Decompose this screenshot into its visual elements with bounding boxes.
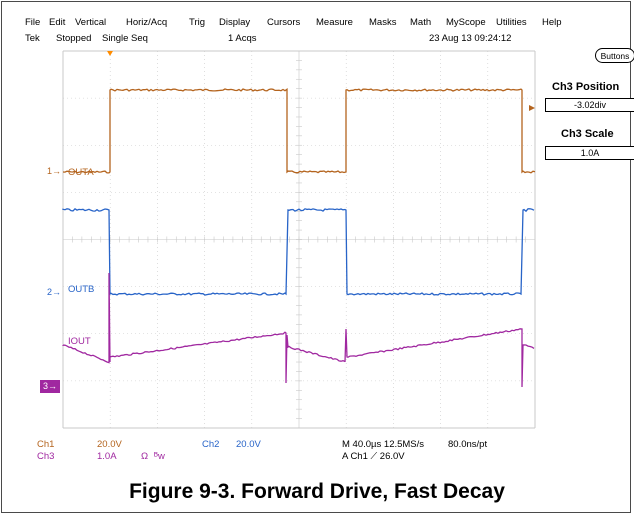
brand-label: Tek: [25, 33, 40, 44]
timebase-readout[interactable]: M 40.0µs 12.5MS/s: [342, 439, 425, 450]
figure-caption: Figure 9-3. Forward Drive, Fast Decay: [129, 480, 505, 503]
outb-waveform: [62, 207, 535, 296]
ch3-scale-field[interactable]: 1.0A: [545, 146, 634, 160]
timestamp: 23 Aug 13 09:24:12: [429, 33, 512, 44]
ch2-readout-name[interactable]: Ch2: [202, 439, 220, 450]
iout-label: IOUT: [68, 336, 91, 347]
outa-waveform: [62, 88, 536, 174]
ch3-readout-name[interactable]: Ch3: [37, 451, 55, 462]
menu-trig[interactable]: Trig: [189, 17, 206, 28]
menu-edit[interactable]: Edit: [49, 17, 66, 28]
menu-file[interactable]: File: [25, 17, 41, 28]
waveform-svg: [62, 50, 536, 429]
menu-cursors[interactable]: Cursors: [267, 17, 301, 28]
ch1-offscreen-arrow: [529, 105, 535, 111]
menu-math[interactable]: Math: [410, 17, 432, 28]
acq-mode: Single Seq: [102, 33, 148, 44]
ch3-position-title: Ch3 Position: [552, 81, 620, 93]
menu-myscope[interactable]: MyScope: [446, 17, 486, 28]
ch1-readout-name[interactable]: Ch1: [37, 439, 55, 450]
ch1-ground-marker[interactable]: 1→: [47, 166, 62, 176]
resolution-readout: 80.0ns/pt: [448, 439, 488, 450]
menu-help[interactable]: Help: [542, 17, 562, 28]
ch1-readout-scale[interactable]: 20.0V: [97, 439, 122, 450]
right-control-panel: Buttons Ch3 Position -3.02div Ch3 Scale …: [541, 48, 634, 198]
trigger-position-marker: [107, 51, 113, 56]
ch2-marker-number: 2: [47, 287, 53, 297]
waveform-plot[interactable]: OUTA OUTB IOUT: [62, 50, 536, 429]
outb-label: OUTB: [68, 284, 95, 295]
ch3-position-field[interactable]: -3.02div: [545, 98, 634, 112]
ch3-readout-scale[interactable]: 1.0A: [97, 451, 117, 462]
ch2-ground-marker[interactable]: 2→: [47, 287, 62, 297]
menu-measure[interactable]: Measure: [316, 17, 353, 28]
ch3-scale-title: Ch3 Scale: [561, 128, 614, 140]
menu-bar: File Edit Vertical Horiz/Acq Trig Displa…: [23, 15, 622, 31]
menu-display[interactable]: Display: [219, 17, 251, 28]
channel-readout: Ch1 20.0V Ch3 1.0A Ω ᴮw Ch2 20.0V M 40.0…: [23, 439, 622, 469]
menu-utilities[interactable]: Utilities: [496, 17, 527, 28]
menu-horiz-acq[interactable]: Horiz/Acq: [126, 17, 168, 28]
ch3-ground-marker[interactable]: 3→: [40, 380, 60, 393]
acq-count: 1 Acqs: [228, 33, 257, 44]
outa-label: OUTA: [68, 167, 94, 178]
ch3-coupling-icon: Ω: [141, 451, 149, 462]
status-bar: Tek Stopped Single Seq 1 Acqs 23 Aug 13 …: [23, 32, 622, 46]
graticule: [62, 50, 536, 429]
trigger-readout[interactable]: A Ch1 ⟋ 26.0V: [342, 451, 405, 462]
buttons-toggle-button[interactable]: Buttons: [595, 48, 634, 63]
oscilloscope-screen: File Edit Vertical Horiz/Acq Trig Displa…: [23, 15, 634, 476]
ch1-marker-number: 1: [47, 166, 53, 176]
menu-masks[interactable]: Masks: [369, 17, 397, 28]
ch3-marker-number: 3: [42, 381, 48, 391]
acq-state: Stopped: [56, 33, 92, 44]
ch2-readout-scale[interactable]: 20.0V: [236, 439, 261, 450]
menu-vertical[interactable]: Vertical: [75, 17, 107, 28]
ch3-bandwidth-icon: ᴮw: [154, 451, 165, 462]
iout-waveform: [62, 272, 535, 388]
